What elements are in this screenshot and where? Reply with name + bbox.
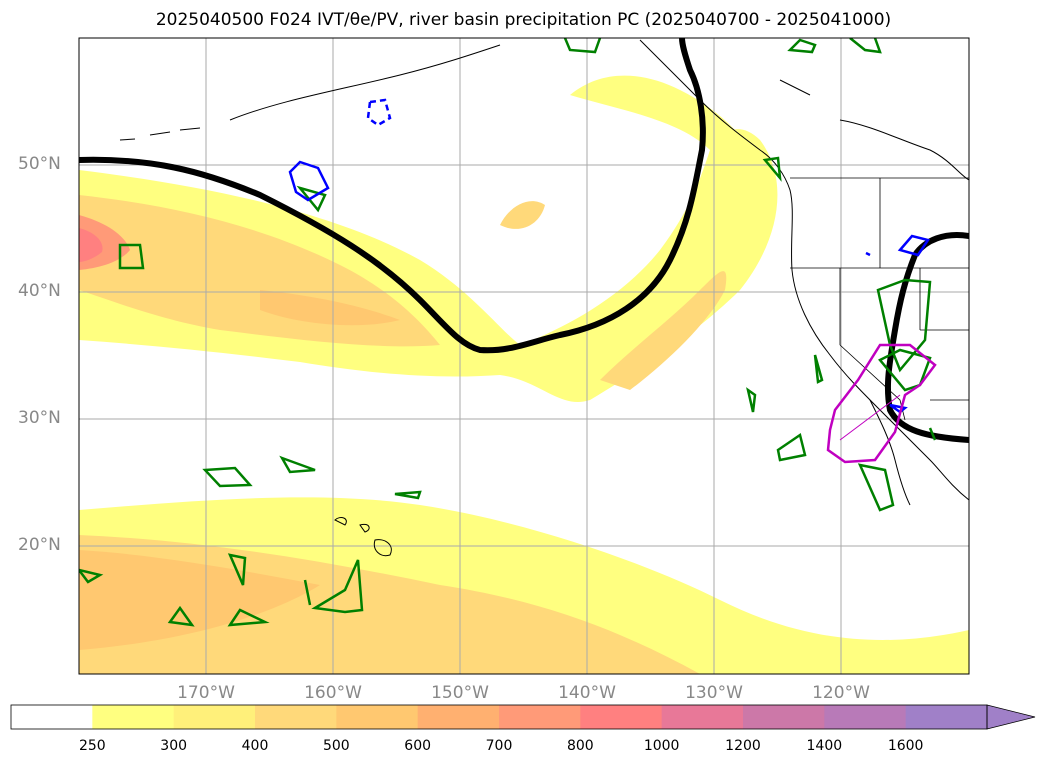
colorbar-tick-label: 800	[566, 738, 594, 754]
lat-label-40n: 40°N	[18, 281, 61, 301]
magenta-contour	[826, 343, 937, 464]
colorbar-tick-label: 300	[160, 738, 188, 754]
colorbar-tick-label: 1000	[643, 738, 680, 754]
lon-label-120w: 120°W	[812, 683, 870, 703]
colorbar-segment	[499, 705, 581, 729]
coastlines	[119, 39, 969, 557]
graticule	[79, 38, 969, 674]
colorbar-segment	[173, 705, 256, 729]
map-frame	[78, 37, 970, 675]
green-precip-contours	[79, 38, 937, 627]
colorbar-tick-label: 1400	[806, 738, 843, 754]
ivt-shading-ar-inner	[260, 290, 400, 326]
ivt-shading-ar-core2	[600, 271, 727, 390]
colorbar-tick-label: 500	[322, 738, 350, 754]
lon-label-170w: 170°W	[177, 683, 235, 703]
lon-label-130w: 130°W	[685, 683, 743, 703]
lat-label-20n: 20°N	[18, 535, 61, 555]
pv-contour-main	[79, 38, 706, 354]
lat-label-30n: 30°N	[18, 408, 61, 428]
colorbar-segment	[580, 705, 663, 729]
lon-label-160w: 160°W	[304, 683, 362, 703]
colorbar-tick-label: 250	[78, 738, 106, 754]
colorbar-segment	[824, 705, 907, 729]
state-borders	[790, 177, 969, 421]
colorbar-segment	[336, 705, 419, 729]
colorbar-tick-label: 700	[485, 738, 513, 754]
map-title: 2025040500 F024 IVT/θe/PV, river basin p…	[155, 10, 892, 30]
lon-label-140w: 140°W	[558, 683, 616, 703]
colorbar-segment	[417, 705, 500, 729]
colorbar-frame	[10, 704, 988, 730]
map-figure	[78, 37, 970, 675]
colorbar	[10, 704, 1036, 730]
colorbar-segment	[905, 705, 988, 729]
colorbar-segment	[92, 705, 175, 729]
colorbar-segment	[743, 705, 825, 729]
colorbar-tick-label: 1200	[725, 738, 761, 754]
lat-label-50n: 50°N	[18, 154, 61, 174]
colorbar-segment	[11, 705, 93, 729]
lon-label-150w: 150°W	[431, 683, 489, 703]
ivt-shading-west-peak	[79, 228, 103, 262]
colorbar-tick-label: 600	[404, 738, 432, 754]
colorbar-tick-label: 400	[241, 738, 269, 754]
ivt-shading-inner-blob	[500, 201, 545, 229]
colorbar-extend-arrow	[986, 704, 1036, 730]
colorbar-segment	[255, 705, 337, 729]
ivt-shading-south-inner	[79, 550, 320, 650]
blue-contours	[288, 98, 931, 414]
colorbar-tick-label: 1600	[887, 738, 924, 754]
magenta-hatch	[839, 394, 901, 441]
ivt-shading-northeast	[570, 75, 760, 174]
colorbar-segment	[661, 705, 744, 729]
colorbar-segments	[11, 705, 988, 729]
